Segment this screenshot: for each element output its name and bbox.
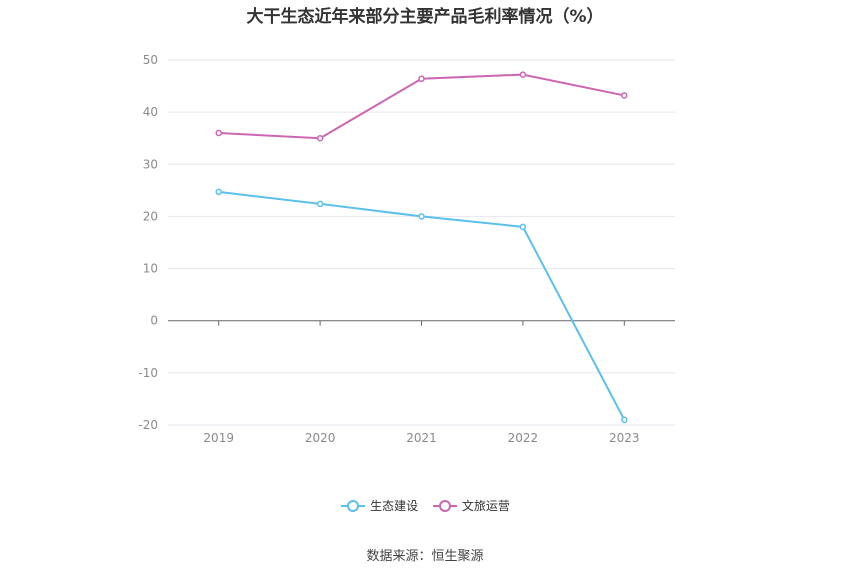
data-point xyxy=(519,223,527,231)
x-tick-label: 2019 xyxy=(203,431,234,445)
chart-title: 大干生态近年来部分主要产品毛利率情况（%） xyxy=(246,7,604,27)
series xyxy=(215,71,628,424)
x-tick-label: 2022 xyxy=(508,431,539,445)
legend-label: 生态建设 xyxy=(370,499,419,513)
data-point xyxy=(316,134,324,142)
y-tick-label: 10 xyxy=(143,262,158,276)
legend: 生态建设 文旅运营 xyxy=(0,497,850,516)
legend-item-series-0[interactable]: 生态建设 xyxy=(340,497,418,514)
data-point xyxy=(621,92,628,99)
data-point xyxy=(215,129,222,137)
series-line xyxy=(218,190,626,421)
data-point xyxy=(519,71,527,78)
legend-label: 文旅运营 xyxy=(461,499,510,513)
axes: 50 40 30 20 10 0 -10 -20 2019 2020 2021 2022 2023 xyxy=(138,53,675,445)
y-tick-label: -10 xyxy=(138,366,158,380)
y-tick-label: 20 xyxy=(143,209,158,223)
x-tick-label: 2023 xyxy=(609,431,640,445)
y-tick-label: 30 xyxy=(143,157,158,171)
series-line xyxy=(218,73,625,140)
data-point xyxy=(418,213,425,220)
data-point xyxy=(621,416,628,424)
data-point xyxy=(316,200,324,208)
source-note: 数据来源：恒生聚源 xyxy=(366,549,484,564)
y-tick-label: 40 xyxy=(143,105,158,119)
x-tick-label: 2020 xyxy=(305,431,336,445)
data-point xyxy=(215,188,222,196)
x-tick-label: 2021 xyxy=(406,431,437,445)
legend-swatch-icon xyxy=(341,499,366,512)
legend-item-series-1[interactable]: 文旅运营 xyxy=(432,497,510,514)
data-point xyxy=(418,75,425,83)
legend-swatch-icon xyxy=(432,499,457,512)
y-tick-label: -20 xyxy=(138,418,158,432)
y-tick-label: 0 xyxy=(150,314,158,328)
y-tick-label: 50 xyxy=(143,53,158,67)
